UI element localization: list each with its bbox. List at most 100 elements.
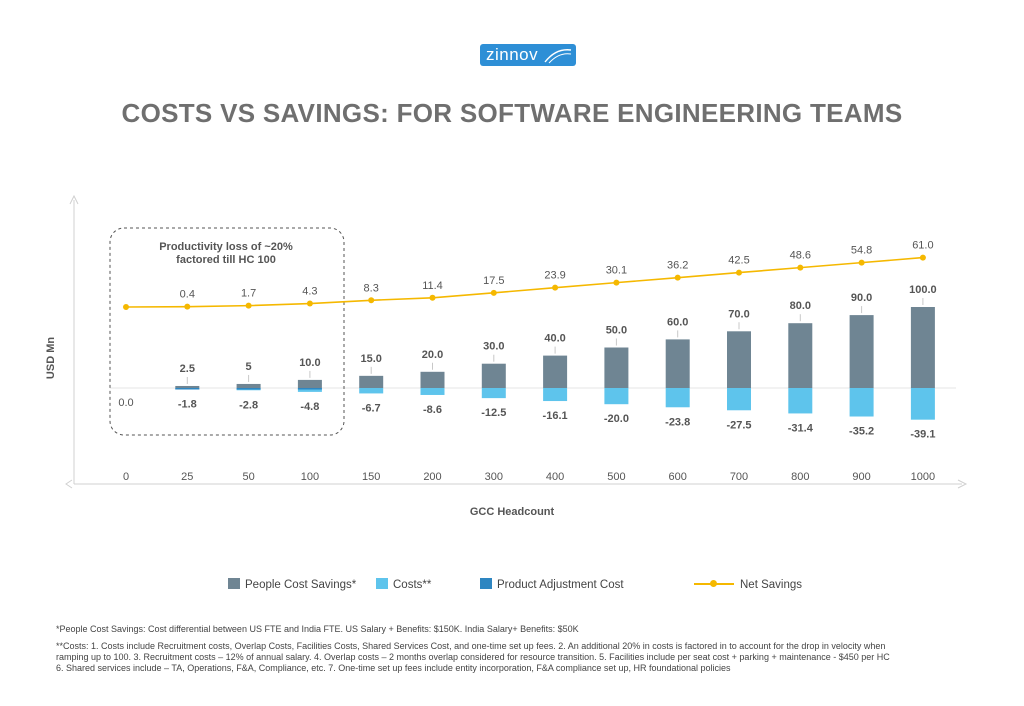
savings-data-label: 10.0: [299, 357, 320, 369]
savings-data-label: 80.0: [790, 300, 811, 312]
annotation-line-1: Productivity loss of ~20%: [159, 241, 293, 253]
x-tick-label: 50: [242, 471, 254, 483]
net-savings-point: [429, 294, 436, 301]
people-cost-savings-bar: [727, 331, 751, 388]
net-savings-data-label: 36.2: [667, 260, 688, 272]
savings-data-label: 5: [246, 361, 252, 373]
people-cost-savings-bar: [236, 383, 261, 388]
people-cost-savings-bar: [175, 385, 200, 388]
net-savings-point: [245, 302, 252, 309]
costs-bar: [604, 388, 629, 405]
people-cost-savings-bar: [910, 307, 935, 388]
costs-data-label: -1.8: [178, 398, 197, 410]
people-cost-savings-bar: [543, 355, 568, 388]
costs-bar: [910, 388, 935, 420]
zinnov-logo: zinnov: [480, 44, 576, 66]
footnote-costs-line: **Costs: 1. Costs include Recruitment co…: [56, 641, 886, 651]
net-savings-data-label: 11.4: [422, 280, 443, 292]
costs-data-label: -39.1: [910, 429, 935, 441]
people-cost-savings-bar: [604, 347, 629, 388]
legend-swatch-people-cost-savings: [228, 578, 240, 589]
x-axis-left-arrow-icon: [65, 479, 73, 489]
legend-label-net-savings: Net Savings: [740, 579, 803, 591]
net-savings-point: [858, 259, 865, 266]
chart-axes: [65, 194, 968, 489]
costs-data-label: -27.5: [726, 419, 751, 431]
legend-item-net-savings: Net Savings: [694, 578, 802, 591]
costs-data-label: -16.1: [543, 410, 568, 422]
footnote-people-cost-savings: *People Cost Savings: Cost differential …: [56, 624, 579, 634]
savings-data-label: 30.0: [483, 341, 504, 353]
legend-label-costs: Costs**: [393, 579, 432, 591]
costs-data-label: -35.2: [849, 426, 874, 438]
people-cost-savings-bar: [359, 375, 384, 388]
product-adjustment-cost-bar: [175, 388, 200, 390]
page-title: COSTS VS SAVINGS: FOR SOFTWARE ENGINEERI…: [121, 98, 903, 128]
legend-swatch-product-adjustment-cost: [480, 578, 492, 589]
costs-data-label: 0.0: [118, 397, 133, 409]
x-tick-label: 1000: [911, 471, 935, 483]
net-savings-data-label: 8.3: [364, 282, 379, 294]
footnote-costs-line: ramping up to 100. 3. Recruitment costs …: [56, 652, 890, 662]
net-savings-data-label: 42.5: [728, 255, 749, 267]
people-cost-savings-bar: [849, 315, 874, 388]
costs-data-label: -2.8: [239, 399, 258, 411]
savings-data-label: 40.0: [544, 333, 565, 345]
net-savings-point: [184, 303, 191, 310]
people-cost-savings-bar: [297, 379, 322, 388]
costs-data-label: -12.5: [481, 407, 506, 419]
legend-label-product-adjustment-cost: Product Adjustment Cost: [497, 579, 624, 591]
product-adjustment-cost-bar: [236, 388, 261, 390]
legend-item-product-adjustment-cost: Product Adjustment Cost: [480, 578, 624, 591]
net-savings-point: [123, 304, 129, 310]
legend-swatch-costs: [376, 578, 388, 589]
costs-data-label: -6.7: [362, 402, 381, 414]
x-tick-label: 500: [607, 471, 625, 483]
people-cost-savings-bar: [420, 371, 445, 388]
footnote-costs-line: 6. Shared services include – TA, Operati…: [56, 663, 731, 673]
x-tick-label: 25: [181, 471, 193, 483]
net-savings-data-label: 30.1: [606, 265, 627, 277]
x-tick-label: 0: [123, 471, 129, 483]
x-tick-label: 300: [485, 471, 503, 483]
costs-bar: [788, 388, 813, 414]
x-tick-label: 700: [730, 471, 748, 483]
logo-text: zinnov: [486, 45, 539, 64]
product-adjustment-cost-bar: [297, 388, 322, 390]
legend-item-people-cost-savings: People Cost Savings*: [228, 578, 356, 591]
x-tick-label: 800: [791, 471, 809, 483]
costs-data-label: -31.4: [788, 422, 814, 434]
x-axis-label: GCC Headcount: [470, 506, 555, 518]
costs-data-label: -4.8: [300, 401, 319, 413]
net-savings-point: [797, 264, 804, 271]
costs-bar: [543, 388, 568, 402]
y-axis-label: USD Mn: [45, 337, 57, 379]
logo-swoosh-icon: [544, 49, 572, 64]
costs-bar: [481, 388, 506, 399]
net-savings-line: [125, 256, 923, 308]
x-tick-label: 200: [423, 471, 441, 483]
net-savings-point: [306, 300, 313, 307]
x-axis-arrow-icon: [957, 479, 968, 489]
costs-data-label: -23.8: [665, 416, 690, 428]
savings-data-label: 90.0: [851, 292, 872, 304]
savings-data-label: 50.0: [606, 325, 627, 337]
x-tick-label: 400: [546, 471, 564, 483]
net-savings-point: [613, 279, 620, 286]
y-axis-arrow-icon: [69, 194, 79, 205]
people-cost-savings-bar: [788, 323, 813, 388]
x-tick-label: 600: [669, 471, 687, 483]
net-savings-data-label: 23.9: [544, 270, 565, 282]
annotation-line-2: factored till HC 100: [176, 254, 276, 266]
legend-line-net-savings: [694, 578, 734, 589]
costs-bar: [665, 388, 690, 408]
people-cost-savings-bar: [481, 363, 506, 388]
legend-label-people-cost-savings: People Cost Savings*: [245, 579, 357, 591]
net-savings-data-label: 4.3: [302, 286, 317, 298]
savings-data-label: 15.0: [360, 353, 381, 365]
x-tick-label: 150: [362, 471, 380, 483]
cost-savings-chart: Productivity loss of ~20% factored till …: [45, 194, 968, 518]
costs-bar: [420, 388, 445, 395]
net-savings-point: [674, 274, 681, 281]
costs-bar: [297, 388, 322, 392]
